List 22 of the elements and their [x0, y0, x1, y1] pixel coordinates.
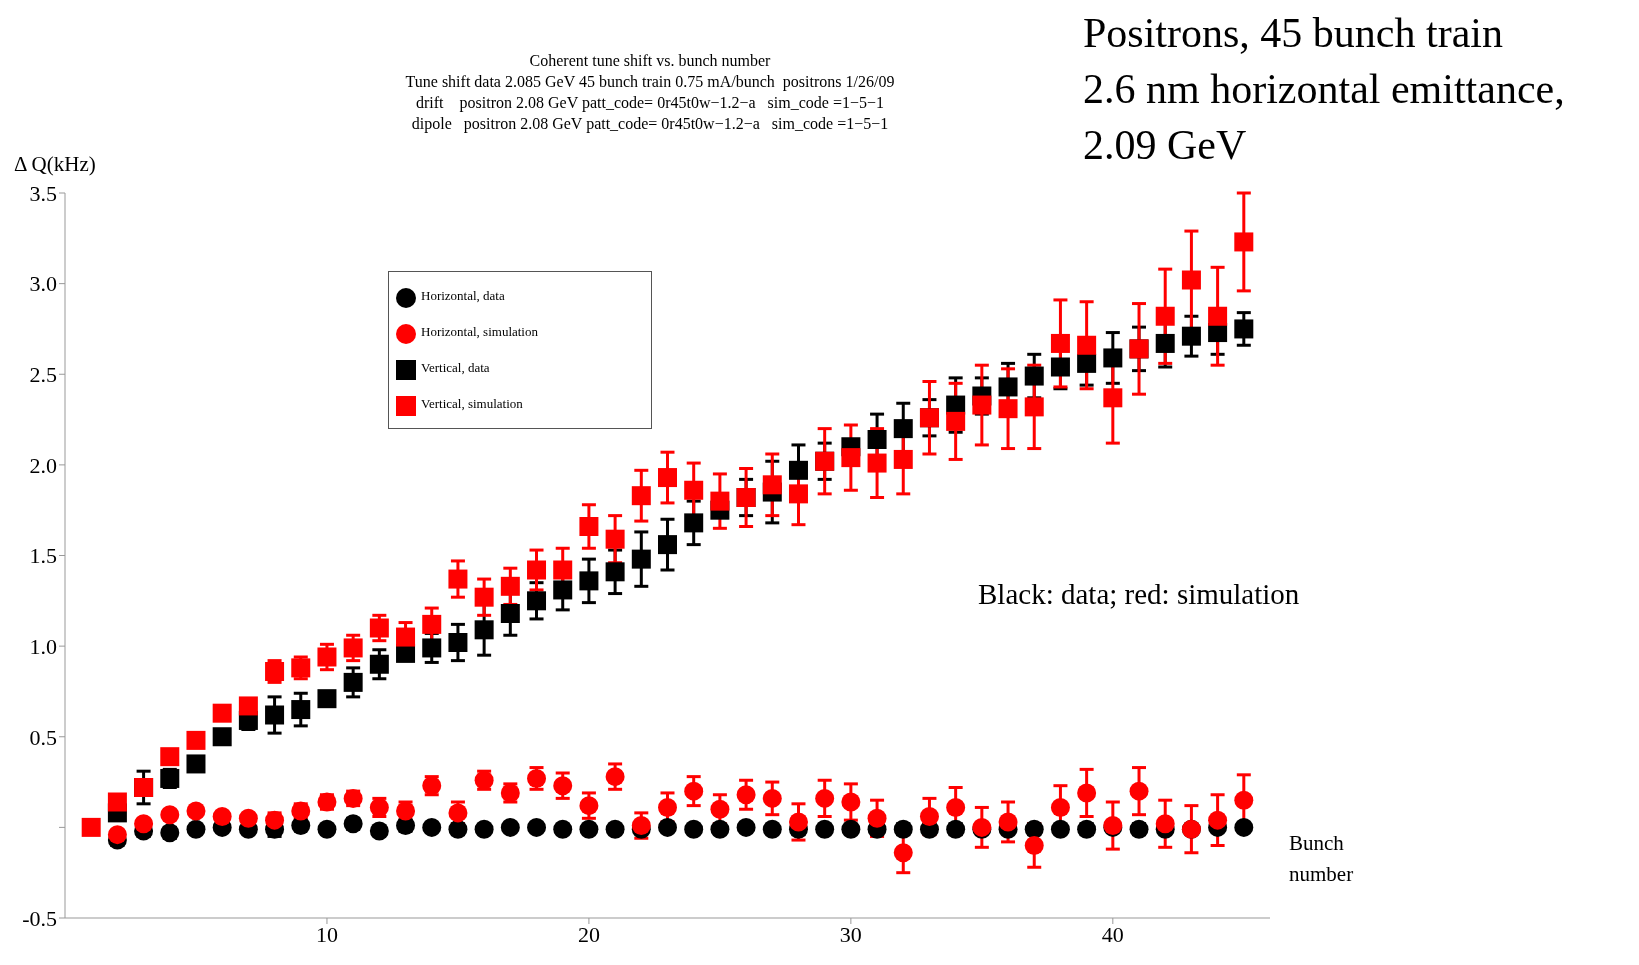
y-tick-label: 0.5	[29, 724, 57, 750]
y-tick-label: -0.5	[22, 905, 57, 931]
x-tick-label: 40	[1101, 921, 1124, 947]
legend-label: Vertical, simulation	[421, 396, 523, 412]
x-tick-label: 10	[315, 921, 338, 947]
chart-subtitle: Tune shift data 2.085 GeV 45 bunch train 0.75 mA/bunch positrons 1/26/09 drift positron 2.08 GeV patt_code= 0r45t0w−1.2−a sim_code =1−5−1 dipole positron 2.08 GeV patt_code= 0r45t0w−1.2−a sim_code =1−5−1	[404, 72, 896, 134]
legend-label: Vertical, data	[421, 360, 490, 376]
x-tick-label: 30	[839, 921, 862, 947]
y-tick-label: 3.5	[29, 180, 57, 206]
x-axis-title: Bunch number	[1289, 830, 1354, 888]
y-tick-label: 2.0	[29, 452, 57, 478]
y-axis-title: Δ Q(kHz)	[14, 152, 96, 177]
legend-label: Horizontal, simulation	[421, 324, 538, 340]
annotation: Black: data; red: simulation	[978, 578, 1300, 611]
legend-label: Horizontal, data	[421, 288, 505, 304]
x-tick-label: 20	[577, 921, 600, 947]
y-tick-label: 3.0	[29, 271, 57, 297]
chart-title: Coherent tune shift vs. bunch number	[528, 51, 772, 71]
text: Positrons, 45 bunch train 2.6 nm horizontal emittance, 2.09 GeV	[1083, 9, 1565, 170]
y-tick-label: 1.5	[29, 543, 57, 569]
y-tick-label: 2.5	[29, 362, 57, 388]
y-tick-label: 1.0	[29, 633, 57, 659]
